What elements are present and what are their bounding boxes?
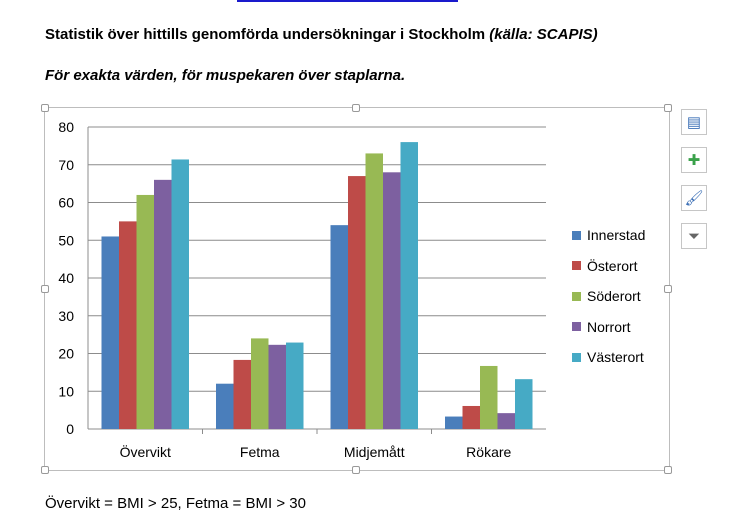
filter-icon: ⏷ (687, 227, 700, 245)
x-tick-label: Övervikt (120, 443, 171, 460)
bar-norrort[interactable]: Norrort: 66 (154, 179, 172, 429)
title-source: (källa: SCAPIS) (489, 26, 598, 43)
bar-västerort[interactable]: Västerort: 22.9 (286, 342, 304, 429)
legend-item[interactable]: Söderort (572, 281, 645, 312)
chart-elements-icon: ▤ (686, 114, 702, 131)
y-tick-label: 40 (58, 270, 74, 286)
brush-button[interactable]: 🖌 (681, 185, 707, 211)
resize-handle[interactable] (664, 104, 672, 112)
footnote: Övervikt = BMI > 25, Fetma = BMI > 30 (45, 495, 306, 512)
chart-tools: ▤ ✚ 🖌 ⏷ (681, 109, 707, 261)
legend-label: Norrort (587, 318, 631, 335)
brush-icon: 🖌 (684, 190, 704, 207)
page-title: Statistik över hittills genomförda under… (45, 26, 598, 43)
bar-innerstad[interactable]: Innerstad: 54 (330, 225, 349, 429)
chart-elements-button[interactable]: ▤ (681, 109, 707, 135)
legend-item[interactable]: Österort (572, 251, 645, 282)
bar-österort[interactable]: Österort: 55 (119, 221, 137, 429)
resize-handle[interactable] (352, 466, 360, 474)
bar-söderort[interactable]: Söderort: 73 (365, 153, 384, 430)
resize-handle[interactable] (41, 104, 49, 112)
bar-österort[interactable]: Österort: 67 (348, 176, 366, 429)
legend-swatch (572, 261, 581, 271)
x-tick-label: Rökare (466, 444, 511, 460)
x-tick-label: Midjemått (344, 444, 405, 460)
bar-österort[interactable]: Österort: 18.3 (233, 359, 252, 429)
y-tick-label: 30 (58, 308, 74, 324)
resize-handle[interactable] (664, 466, 672, 474)
legend-swatch (572, 230, 581, 240)
legend-item[interactable]: Innerstad (572, 220, 645, 251)
chart-legend[interactable]: Innerstad Österort Söderort Norrort Västeror… (572, 220, 645, 373)
legend-label: Österort (587, 257, 638, 274)
bar-västerort[interactable]: Västerort: 71.4 (171, 159, 190, 429)
bar-söderort[interactable]: Söderort: 16.7 (480, 365, 498, 429)
legend-label: Västerort (587, 349, 644, 366)
legend-item[interactable]: Norrort (572, 312, 645, 343)
y-tick-label: 60 (58, 195, 74, 211)
legend-swatch (572, 291, 581, 301)
resize-handle[interactable] (41, 285, 49, 293)
resize-handle[interactable] (352, 104, 360, 112)
y-tick-label: 80 (58, 119, 74, 135)
resize-handle[interactable] (664, 285, 672, 293)
bar-västerort[interactable]: Västerort: 76 (400, 142, 419, 429)
y-tick-label: 70 (58, 157, 74, 173)
x-tick-label: Fetma (240, 444, 280, 460)
resize-handle[interactable] (41, 466, 49, 474)
legend-label: Innerstad (587, 227, 646, 244)
y-tick-label: 0 (66, 421, 74, 437)
bar-innerstad[interactable]: Innerstad: 12 (216, 383, 234, 429)
plus-button[interactable]: ✚ (681, 147, 707, 173)
bar-norrort[interactable]: Norrort: 22.3 (268, 344, 287, 429)
bar-österort[interactable]: Österort: 6.1 (462, 405, 481, 429)
plus-icon: ✚ (687, 152, 701, 169)
filter-button[interactable]: ⏷ (681, 223, 707, 249)
legend-label: Söderort (587, 288, 641, 305)
title-text: Statistik över hittills genomförda under… (45, 26, 490, 43)
bar-söderort[interactable]: Söderort: 24 (251, 338, 269, 429)
bar-söderort[interactable]: Söderort: 62 (136, 194, 155, 429)
bar-innerstad[interactable]: Innerstad: 3.3 (445, 416, 463, 429)
hyperlink-underline[interactable] (237, 0, 458, 2)
legend-swatch (572, 322, 581, 332)
bar-västerort[interactable]: Västerort: 13.2 (515, 379, 533, 429)
bar-norrort[interactable]: Norrort: 4.2 (497, 413, 516, 429)
bar-innerstad[interactable]: Innerstad: 51 (101, 236, 120, 429)
y-tick-label: 10 (58, 383, 74, 399)
legend-swatch (572, 352, 581, 362)
y-tick-label: 50 (58, 232, 74, 248)
y-tick-label: 20 (58, 346, 74, 362)
bar-norrort[interactable]: Norrort: 68 (383, 172, 401, 430)
legend-item[interactable]: Västerort (572, 342, 645, 373)
page-subtitle: För exakta värden, för muspekaren över s… (45, 67, 406, 84)
